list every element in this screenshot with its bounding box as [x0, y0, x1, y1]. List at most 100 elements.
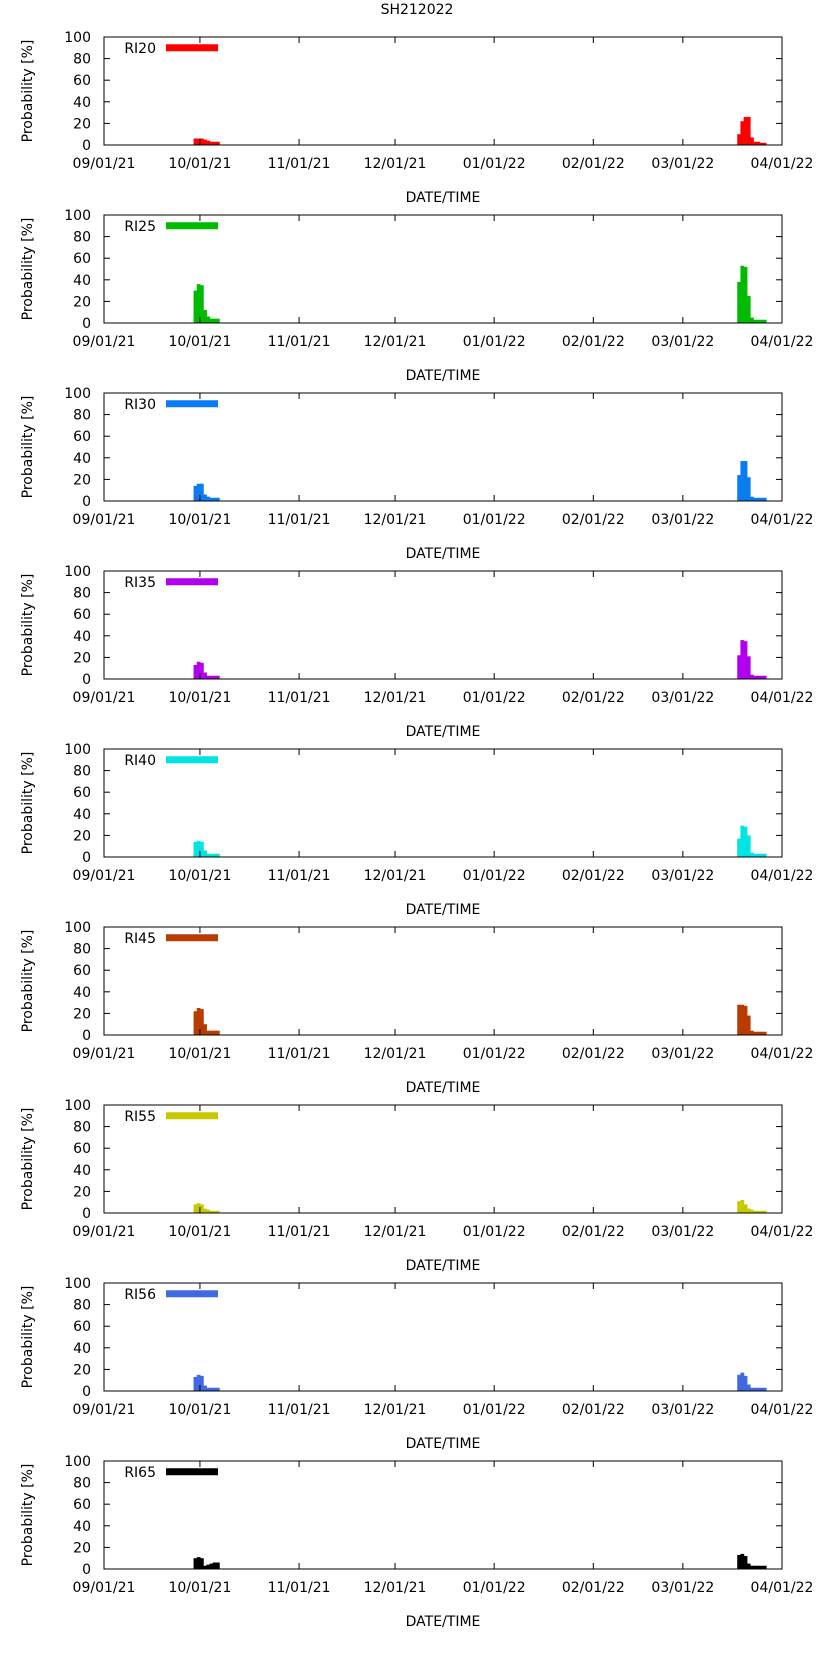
bar — [750, 496, 754, 501]
bar — [209, 1210, 214, 1213]
x-tick-label: 01/01/22 — [463, 334, 526, 350]
bar — [196, 483, 201, 501]
bar — [199, 841, 204, 857]
bar — [206, 140, 211, 145]
y-tick-label: 60 — [73, 963, 91, 979]
y-tick-label: 80 — [73, 764, 91, 780]
bar — [212, 675, 217, 679]
x-tick-label: 09/01/21 — [73, 690, 136, 706]
bar — [199, 1558, 204, 1569]
x-axis-label: DATE/TIME — [406, 1258, 481, 1274]
y-tick-label: 0 — [82, 1206, 91, 1222]
plot-frame — [103, 1104, 783, 1214]
bar — [746, 477, 751, 501]
plot-frame — [103, 214, 783, 324]
bar — [215, 1387, 220, 1391]
bar — [759, 1031, 764, 1035]
bar — [193, 1204, 198, 1213]
bar — [740, 1004, 745, 1035]
bar — [759, 675, 764, 679]
bar — [193, 1558, 198, 1569]
y-tick-label: 40 — [73, 95, 91, 111]
bar — [737, 281, 742, 323]
x-axis-label: DATE/TIME — [406, 190, 481, 206]
y-tick-label: 20 — [73, 1006, 91, 1022]
bar — [762, 1210, 767, 1213]
y-tick-label: 60 — [73, 429, 91, 445]
plot-frame — [103, 926, 783, 1036]
bar — [212, 141, 217, 145]
y-tick-label: 60 — [73, 73, 91, 89]
x-tick-label: 10/01/21 — [168, 1402, 231, 1418]
y-tick-label: 60 — [73, 607, 91, 623]
x-tick-label: 09/01/21 — [73, 156, 136, 172]
x-tick-label: 09/01/21 — [73, 512, 136, 528]
bar — [212, 1562, 217, 1569]
bar — [206, 496, 211, 501]
bar — [203, 1385, 207, 1391]
legend-label: RI65 — [124, 1465, 156, 1481]
y-axis-label: Probability [%] — [20, 930, 36, 1033]
x-tick-label: 03/01/22 — [651, 334, 714, 350]
bar — [740, 1200, 745, 1213]
bar — [750, 137, 754, 145]
bar — [196, 661, 201, 679]
bar — [743, 1005, 748, 1035]
x-tick-label: 09/01/21 — [73, 868, 136, 884]
bar — [206, 1030, 211, 1035]
bar — [740, 1372, 745, 1391]
bar — [753, 141, 758, 145]
bar — [215, 1562, 220, 1569]
bar — [762, 1031, 767, 1035]
bar — [762, 497, 767, 501]
x-tick-label: 04/01/22 — [751, 1580, 814, 1596]
y-tick-label: 60 — [73, 1141, 91, 1157]
bar — [215, 1210, 220, 1213]
bar — [203, 1208, 207, 1213]
x-tick-label: 03/01/22 — [651, 156, 714, 172]
x-axis-label: DATE/TIME — [406, 1080, 481, 1096]
x-tick-label: 11/01/21 — [268, 868, 331, 884]
legend-label: RI20 — [124, 41, 156, 57]
y-tick-label: 100 — [64, 1098, 91, 1114]
x-tick-label: 03/01/22 — [651, 1402, 714, 1418]
x-tick-label: 04/01/22 — [751, 334, 814, 350]
plot-frame — [103, 1460, 783, 1570]
y-tick-label: 80 — [73, 942, 91, 958]
figure-title: SH212022 — [380, 2, 454, 18]
y-tick-label: 80 — [73, 1476, 91, 1492]
y-axis-label: Probability [%] — [20, 396, 36, 499]
bar — [746, 656, 751, 679]
x-tick-label: 11/01/21 — [268, 334, 331, 350]
bar — [746, 116, 751, 145]
bar — [737, 655, 742, 679]
bar — [212, 1210, 217, 1213]
x-tick-label: 12/01/21 — [364, 1224, 427, 1240]
x-tick-label: 11/01/21 — [268, 1046, 331, 1062]
legend-label: RI25 — [124, 219, 156, 235]
bar — [756, 853, 761, 857]
y-tick-label: 0 — [82, 494, 91, 510]
bar — [199, 1375, 204, 1391]
bar — [209, 497, 214, 501]
x-tick-label: 10/01/21 — [168, 334, 231, 350]
bar — [215, 497, 220, 501]
x-tick-label: 12/01/21 — [364, 868, 427, 884]
x-tick-label: 03/01/22 — [651, 1580, 714, 1596]
x-tick-label: 01/01/22 — [463, 512, 526, 528]
x-tick-label: 09/01/21 — [73, 334, 136, 350]
bar — [762, 142, 767, 145]
bar — [193, 290, 198, 323]
x-tick-label: 02/01/22 — [562, 1580, 625, 1596]
bar — [740, 825, 745, 857]
bar — [196, 138, 201, 145]
y-tick-label: 40 — [73, 451, 91, 467]
bar — [753, 1031, 758, 1035]
legend-label: RI45 — [124, 931, 156, 947]
x-tick-label: 03/01/22 — [651, 512, 714, 528]
bar — [203, 672, 207, 679]
y-tick-label: 60 — [73, 251, 91, 267]
x-tick-label: 04/01/22 — [751, 156, 814, 172]
bar — [743, 266, 748, 323]
